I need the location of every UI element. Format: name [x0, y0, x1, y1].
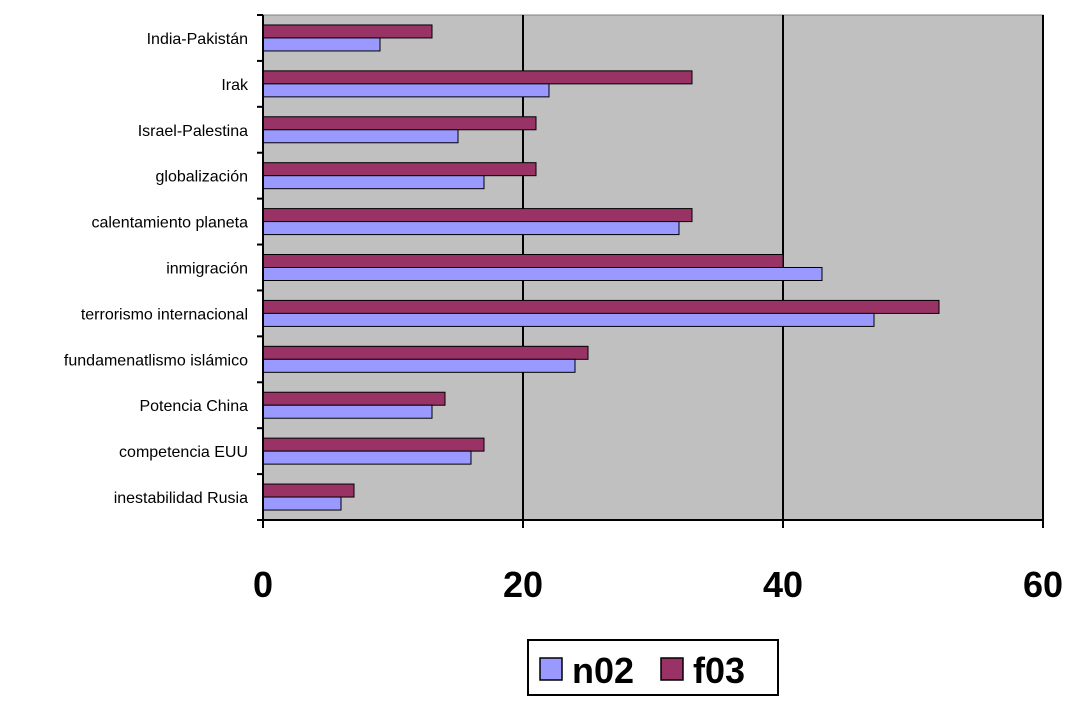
- legend-box: [527, 639, 779, 696]
- bar-n02-3: [262, 175, 485, 190]
- bar-n02-2: [262, 129, 459, 144]
- category-labels: India-Pakistán Irak Israel-Palestina global…: [64, 31, 249, 507]
- bar-f03-6: [262, 299, 940, 314]
- bar-f03-5: [262, 254, 784, 268]
- category-label: India-Pakistán: [147, 31, 248, 48]
- bar-n02-4: [262, 221, 680, 236]
- legend-label-f03: f03: [693, 650, 745, 691]
- legend: n02 f03: [527, 639, 779, 696]
- x-tick-label: 20: [503, 564, 543, 605]
- bars: [262, 24, 940, 511]
- bar-f03-9: [262, 437, 485, 452]
- category-label: Israel-Palestina: [138, 123, 248, 140]
- bar-f03-2: [262, 116, 537, 131]
- bar-n02-5: [262, 267, 823, 281]
- category-label: terrorismo internacional: [81, 306, 248, 323]
- bar-n02-9: [262, 450, 472, 465]
- x-tick-label: 40: [763, 564, 803, 605]
- legend-swatch-f03: [660, 657, 684, 681]
- bar-n02-1: [262, 83, 550, 98]
- x-tick-labels: 0 20 40 60: [253, 564, 1063, 605]
- bar-f03-1: [262, 70, 693, 85]
- bar-n02-6: [262, 312, 875, 327]
- category-label: Potencia China: [139, 398, 248, 415]
- category-label: Irak: [221, 77, 249, 94]
- bar-n02-10: [262, 496, 342, 511]
- bar-f03-0: [262, 24, 433, 39]
- bar-f03-7: [262, 345, 589, 360]
- category-label: globalización: [155, 169, 248, 186]
- category-label: inestabilidad Rusia: [114, 490, 248, 507]
- category-label: calentamiento planeta: [91, 215, 248, 232]
- axes: [257, 14, 1044, 528]
- bar-n02-0: [262, 37, 381, 52]
- bar-f03-10: [262, 483, 355, 498]
- category-label: inmigración: [166, 261, 248, 278]
- legend-label-n02: n02: [572, 650, 634, 691]
- bar-n02-8: [262, 404, 433, 419]
- x-tick-label: 60: [1023, 564, 1063, 605]
- x-tick-label: 0: [253, 564, 273, 605]
- bar-f03-3: [262, 162, 537, 177]
- legend-swatch-n02: [539, 657, 563, 681]
- bar-n02-7: [262, 358, 576, 373]
- bar-f03-8: [262, 391, 446, 406]
- bar-f03-4: [262, 208, 693, 223]
- category-label: competencia EUU: [119, 444, 248, 461]
- category-label: fundamenatlismo islámico: [64, 352, 248, 369]
